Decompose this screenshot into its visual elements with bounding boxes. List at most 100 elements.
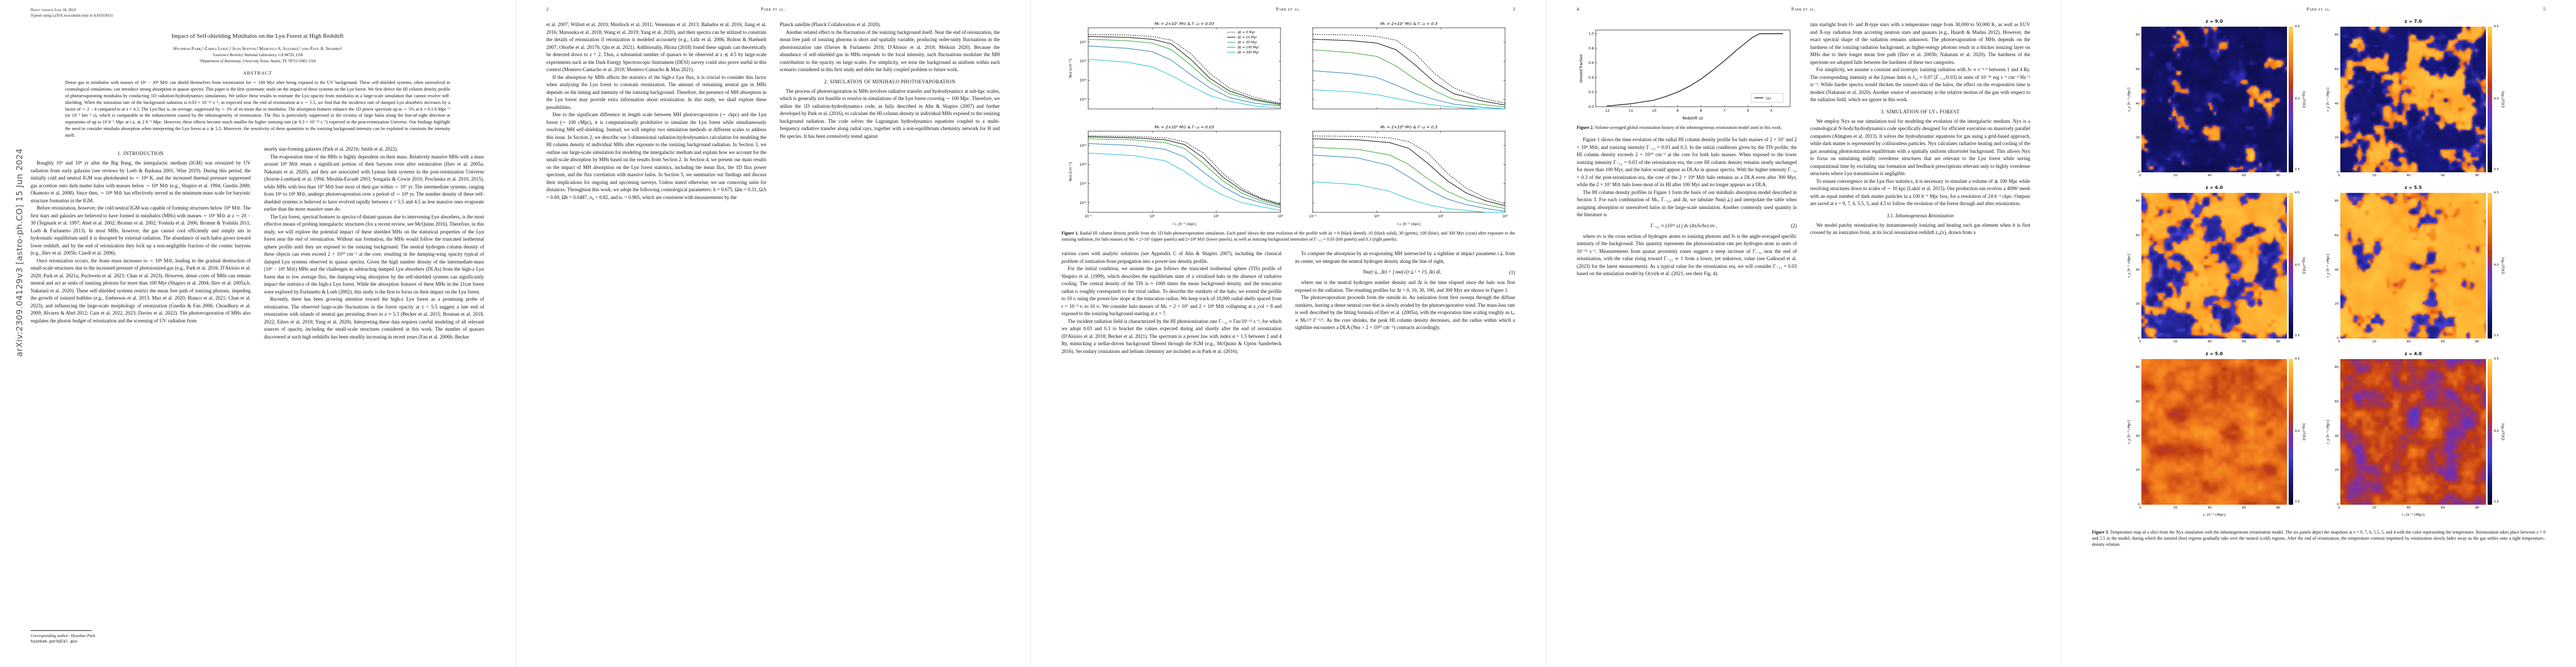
colorbar-label: log₁₀(T[K]) — [2500, 91, 2505, 108]
paragraph: We employ Nyx as our simulation tool for… — [1810, 118, 2030, 177]
colorbar-tick-label: 4.5 — [2494, 191, 2499, 195]
svg-text:10¹⁸: 10¹⁸ — [1080, 163, 1087, 167]
x-axis-tick-label: 40 — [2406, 174, 2411, 177]
page-2: 2 Park et al. et al. 2007; Willott et al… — [515, 0, 1030, 667]
figure2-caption-label: Figure 2. — [1577, 125, 1594, 130]
running-head-authors: Park et al. — [1791, 7, 1816, 12]
y-axis-tick-label: 60 — [2135, 400, 2140, 404]
figure1-panel: Mₕ = 2×10⁷ M⊙ & Γ₋₁₂ = 0.03 10¹⁴ 10¹⁶ 10¹⁸ 1… — [1068, 21, 1281, 109]
abstract-heading: ABSTRACT — [243, 70, 272, 76]
page-number: 5 — [2543, 7, 2545, 12]
svg-text:10¹: 10¹ — [1214, 215, 1220, 218]
colorbar-tick-label: 4.0 — [2295, 97, 2300, 101]
running-head-authors: Park et al. — [2306, 7, 2331, 12]
paper-title: Impact of Self-shielding Minihalos on th… — [171, 33, 344, 39]
temperature-map-canvas — [2340, 27, 2486, 172]
svg-text:10¹⁸: 10¹⁸ — [1080, 59, 1087, 63]
paragraph: Planck satellite (Planck Collaboration e… — [780, 22, 881, 27]
svg-text:Redshift (z): Redshift (z) — [1682, 116, 1703, 121]
colorbar-tick-label: 4.0 — [2494, 97, 2499, 101]
figure-2: 12 11 10 9 8 7 6 5 0.0 0.2 0.4 0.6 0.8 1.0 ⟨xᵢ⟩ Ionized… — [1577, 26, 1797, 131]
colorbar — [2289, 27, 2293, 172]
paragraph: Another related effect is the fluctuatio… — [780, 29, 1000, 73]
colorbar-tick-label: 3.5 — [2494, 168, 2499, 171]
page-4: 4 Park et al. 12 11 10 9 8 7 6 5 0.0 0.2 0.4 0.6 0.8… — [1546, 0, 2061, 667]
x-axis-tick-label: 0 — [2139, 340, 2141, 344]
svg-text:11: 11 — [1628, 109, 1633, 113]
colorbar-label: log₁₀(T[K]) — [2301, 257, 2306, 275]
svg-text:10⁰: 10⁰ — [1149, 215, 1155, 218]
colorbar-label: log₁₀(T[K]) — [2500, 257, 2505, 275]
x-axis-tick-label: 0 — [2139, 506, 2141, 510]
heatmap-title: z = 5.0 — [2205, 351, 2223, 356]
y-axis-tick-label: 80 — [2135, 200, 2140, 203]
draft-version-line: Draft version June 18, 2024 — [31, 8, 76, 12]
paragraph: tain starlight from O- and B-type stars … — [1810, 22, 2030, 65]
y-axis-tick-label: 80 — [2334, 200, 2339, 203]
heatmap-title: z = 7.0 — [2404, 19, 2422, 24]
email-link[interactable]: hyunbae.park@lbl.gov — [31, 639, 78, 644]
page2-running-head: 2 Park et al. — [546, 7, 1000, 13]
colorbar-tick-label: 3.5 — [2494, 334, 2499, 337]
figure3-caption-label: Figure 3. — [2092, 530, 2109, 535]
page4-right-column: tain starlight from O- and B-type stars … — [1810, 21, 2030, 278]
y-axis-tick-label: 40 — [2135, 434, 2140, 438]
x-axis-tick-label: 40 — [2406, 340, 2411, 344]
x-axis-tick-label: 40 — [2208, 340, 2212, 344]
y-axis-tick-label: 80 — [2334, 366, 2339, 370]
heatmap-title: z = 6.0 — [2205, 185, 2223, 190]
colorbar-tick-label: 4.0 — [2295, 430, 2300, 433]
display-equation: Γ₋₁₂ ≡ (10¹² s) ∫ dν (4πJν/hν) σν , (2) — [1650, 222, 1797, 229]
colorbar-label: log₁₀(T[K]) — [2301, 423, 2306, 441]
paragraph: various cases with analytic solutions (s… — [1062, 251, 1282, 264]
paragraph: nearby star-forming galaxies (Park et al… — [264, 146, 398, 152]
y-axis-label: r_y [h⁻¹ cMpc] — [2127, 420, 2131, 444]
x-axis-tick-label: 0 — [2338, 174, 2340, 177]
page1-left-column: 1. INTRODUCTION Roughly 10⁶ and 10⁸ yr af… — [31, 146, 251, 341]
svg-text:10²: 10² — [1502, 215, 1508, 218]
page1-right-column: nearby star-forming galaxies (Park et al… — [264, 146, 484, 341]
x-axis-tick-label: 20 — [2372, 340, 2376, 344]
page-1: Draft version June 18, 2024 Typeset usin… — [0, 0, 515, 667]
colorbar-tick-label: 4.0 — [2494, 430, 2499, 433]
svg-text:10¹⁶: 10¹⁶ — [1080, 182, 1087, 186]
figure2-plot: 12 11 10 9 8 7 6 5 0.0 0.2 0.4 0.6 0.8 1.0 ⟨xᵢ⟩ Ionized… — [1577, 26, 1797, 121]
svg-text:Mₕ = 2×10⁷ M⊙ & Γ₋₁₂ = 0.03: Mₕ = 2×10⁷ M⊙ & Γ₋₁₂ = 0.03 — [1154, 21, 1214, 26]
y-axis-tick-label: 40 — [2334, 434, 2339, 438]
svg-text:10¹⁶: 10¹⁶ — [1080, 78, 1087, 82]
x-axis-tick-label: 60 — [2241, 506, 2246, 510]
x-axis-tick-label: 20 — [2372, 174, 2376, 177]
heatmap-title: z = 9.0 — [2205, 19, 2223, 24]
x-axis-label: rₓ [h⁻¹ cMpc] — [2203, 512, 2226, 517]
figure1-panel: Mₕ = 2×10⁸ M⊙ & Γ₋₁₂ = 0.03 10⁻¹ 10⁰ 10¹ 10²… — [1068, 125, 1284, 226]
y-axis-label: r_y [h⁻¹ cMpc] — [2127, 253, 2131, 278]
y-axis-tick-label: 20 — [2334, 469, 2339, 472]
svg-text:r⊥ [h⁻¹ ckpc]: r⊥ [h⁻¹ ckpc] — [1397, 222, 1421, 226]
temperature-map-canvas — [2141, 359, 2287, 505]
paragraph: For simplicity, we assume a constant and… — [1810, 67, 2030, 102]
y-axis-tick-label: 0 — [2336, 337, 2339, 340]
paragraph: The incident radiation field is characte… — [1062, 318, 1282, 354]
x-axis-tick-label: 80 — [2276, 340, 2280, 344]
y-axis-tick-label: 0 — [2336, 503, 2339, 506]
subsection-heading: 3.1. Inhomogeneous Reionization — [1886, 212, 1954, 218]
paragraph: If the absorption by MHs affects the sta… — [546, 74, 766, 110]
affiliation-2: ²Department of Astronomy, University Tex… — [200, 59, 316, 63]
x-axis-tick-label: 60 — [2440, 174, 2445, 177]
paragraph: Figure 1 shows the time evolution of the… — [1577, 137, 1797, 188]
svg-text:0.4: 0.4 — [1588, 76, 1594, 79]
x-axis-tick-label: 80 — [2276, 174, 2280, 177]
heatmap-title: z = 4.0 — [2404, 351, 2422, 356]
colorbar-tick-label: 4.0 — [2295, 263, 2300, 267]
affiliation-1: ¹Lawrence Berkeley National Laboratory, … — [212, 53, 303, 57]
y-axis-tick-label: 0 — [2137, 171, 2140, 174]
figure-3: z = 9.0 4.5 4.0 3.5 log₁₀(T[K]) 0 0 20 20 40 40 60 6… — [2092, 19, 2545, 548]
paragraph: Before reionization, however, the cold n… — [31, 205, 251, 256]
figure-1: Mₕ = 2×10⁷ M⊙ & Γ₋₁₂ = 0.03 10¹⁴ 10¹⁶ 10¹⁸ 1… — [1062, 20, 1515, 242]
y-axis-tick-label: 80 — [2334, 33, 2339, 37]
svg-text:10⁰: 10⁰ — [1374, 215, 1380, 218]
temperature-map-panel: z = 6.0 4.5 4.0 3.5 log₁₀(T[K]) 0 0 20 20 40 40 60 6… — [2127, 185, 2311, 348]
svg-text:9: 9 — [1677, 109, 1679, 113]
draft-header: Draft version June 18, 2024 Typeset usin… — [31, 8, 113, 19]
